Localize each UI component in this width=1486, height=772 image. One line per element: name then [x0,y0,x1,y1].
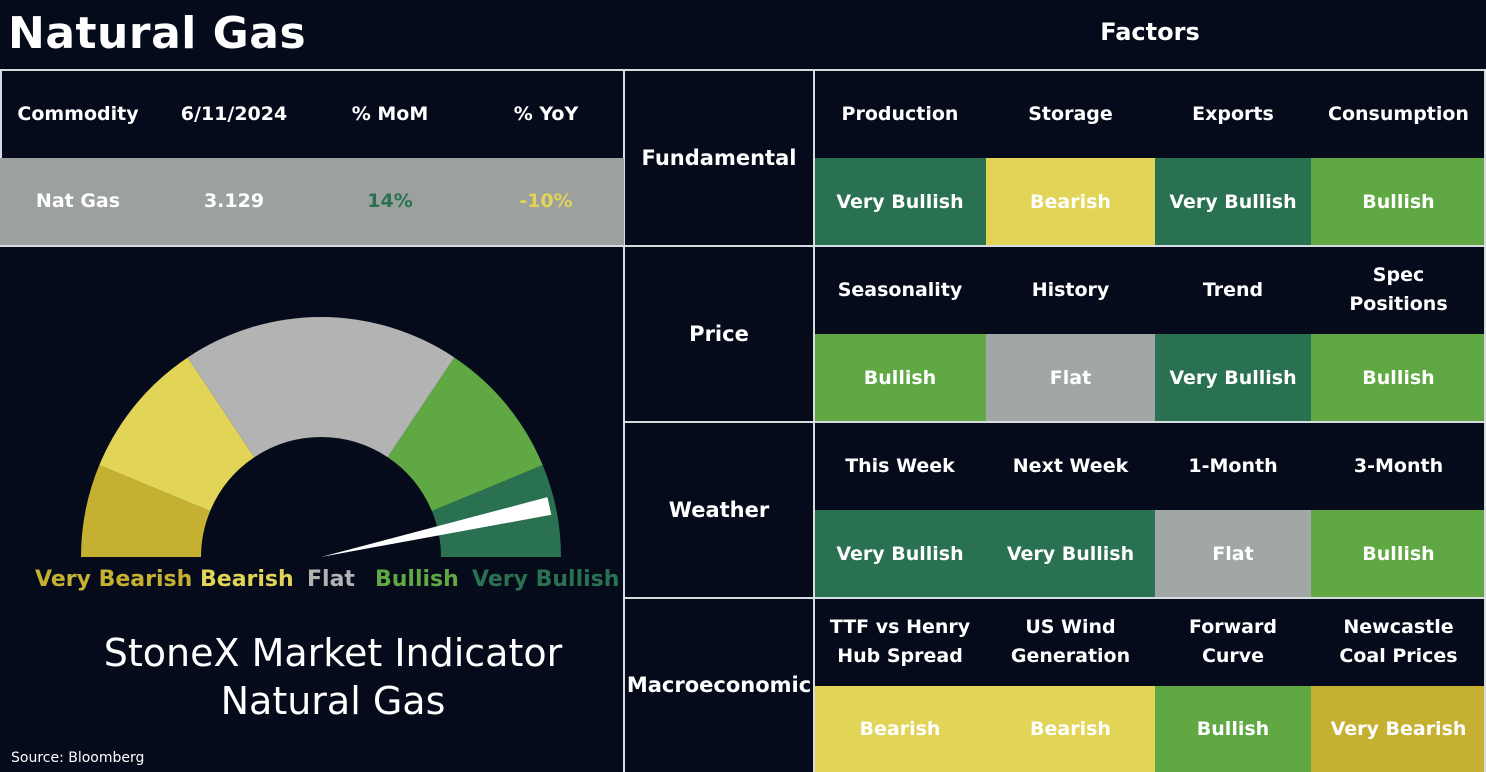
commodity-header-mom: % MoM [351,102,429,125]
category-weather: Weather [668,498,770,522]
factor-name-trend: Trend [1202,278,1264,301]
factor-rating-trend: Very Bullish [1155,334,1311,422]
factor-name-1-month: 1-Month [1188,454,1278,477]
gauge-label-very-bullish: Very Bullish [472,567,620,592]
gauge-needle [321,497,552,557]
factor-rating-exports: Very Bullish [1155,158,1311,246]
factor-name-ttf-vs-henry-hub-spread: TTF vs Henry Hub Spread [829,616,971,667]
commodity-value-name: Nat Gas [35,190,121,212]
factor-name-3-month: 3-Month [1353,454,1444,477]
factor-name-history: History [1031,278,1110,301]
factor-name-this-week: This Week [845,454,955,477]
market-indicator-gauge [81,317,561,557]
factor-rating-production: Very Bullish [814,158,986,246]
grid-line [0,245,1486,247]
factor-name-consumption: Consumption [1328,102,1469,125]
grid-line [0,69,2,246]
indicator-title-line-1: StoneX Market Indicator [103,631,563,675]
factor-rating-consumption: Bullish [1311,158,1486,246]
category-macroeconomic: Macroeconomic [626,673,812,697]
gauge-label-bearish: Bearish [200,567,294,592]
page-title: Natural Gas [8,8,307,59]
category-fundamental: Fundamental [641,146,797,170]
gauge-segment-bearish [99,357,255,512]
gauge-segment-very-bearish [81,465,211,557]
factor-name-next-week: Next Week [1012,454,1129,477]
gauge-segment-flat [187,317,455,458]
factor-name-us-wind-generation: US Wind Generation [1010,616,1131,667]
gauge-label-flat: Flat [307,567,355,592]
factor-rating-1-month: Flat [1155,510,1311,598]
commodity-value-yoy: -10% [519,190,573,212]
factor-name-production: Production [841,102,959,125]
factor-rating-us-wind-generation: Bearish [986,686,1155,772]
factor-rating-forward-curve: Bullish [1155,686,1311,772]
factor-name-exports: Exports [1192,102,1274,125]
grid-line [1484,69,1486,772]
commodity-header-commodity: Commodity [17,102,139,125]
factor-name-storage: Storage [1028,102,1113,125]
factor-name-newcastle-coal-prices: Newcastle Coal Prices [1339,616,1458,667]
factor-name-spec-positions: Spec Positions [1349,264,1448,315]
factor-rating-newcastle-coal-prices: Very Bearish [1311,686,1486,772]
grid-line [624,421,1486,423]
category-price: Price [689,322,749,346]
factor-rating-history: Flat [986,334,1155,422]
commodity-header-yoy: % YoY [513,102,579,125]
factor-rating-ttf-vs-henry-hub-spread: Bearish [814,686,986,772]
gauge-label-very-bearish: Very Bearish [35,567,193,592]
grid-line [623,69,625,772]
gauge-label-bullish: Bullish [375,567,459,592]
factor-rating-seasonality: Bullish [814,334,986,422]
factor-rating-this-week: Very Bullish [814,510,986,598]
commodity-value-price: 3.129 [203,190,265,212]
commodity-row-background [0,158,624,245]
indicator-title-line-2: Natural Gas [220,679,446,723]
grid-line [813,69,815,772]
gauge-segment-bullish [387,357,543,512]
factor-rating-3-month: Bullish [1311,510,1486,598]
commodity-value-mom: 14% [367,190,413,212]
commodity-header-6-11-2024: 6/11/2024 [180,102,288,125]
factor-rating-next-week: Very Bullish [986,510,1155,598]
factor-name-seasonality: Seasonality [837,278,963,301]
factor-name-forward-curve: Forward Curve [1189,616,1277,667]
factor-rating-storage: Bearish [986,158,1155,246]
grid-line [0,69,1486,71]
grid-line [624,597,1486,599]
factor-rating-spec-positions: Bullish [1311,334,1486,422]
source-note: Source: Bloomberg [11,750,145,766]
factors-title: Factors [1100,18,1200,46]
